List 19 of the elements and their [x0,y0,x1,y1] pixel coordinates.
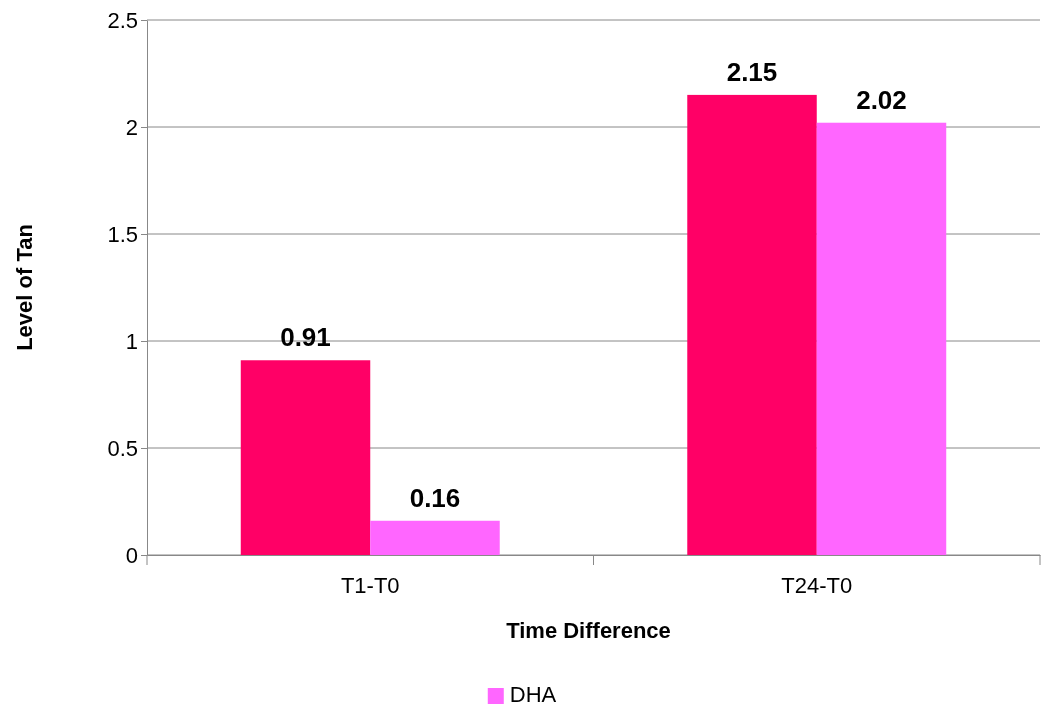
y-tick-label: 1.5 [107,221,138,247]
data-label: 0.91 [280,322,331,353]
y-tick-label: 0.5 [107,435,138,461]
legend-label: DHA [509,682,557,707]
x-tick-label: T1-T0 [340,573,400,599]
y-tick-label: 0 [125,542,138,568]
y-tick-label: 2.5 [107,7,138,33]
data-label: 2.15 [726,56,778,87]
data-label: 0.16 [409,482,461,513]
data-label: 2.02 [856,84,907,115]
bar [370,520,500,555]
x-tick-label: T24-T0 [781,573,853,599]
y-tick-label: 1 [125,328,138,354]
x-axis-title: Time Difference [506,618,671,643]
y-tick-label: 2 [125,114,138,140]
y-axis-title: Level of Tan [12,224,37,351]
bar [816,122,947,555]
bar [240,360,371,555]
bar [687,94,817,555]
